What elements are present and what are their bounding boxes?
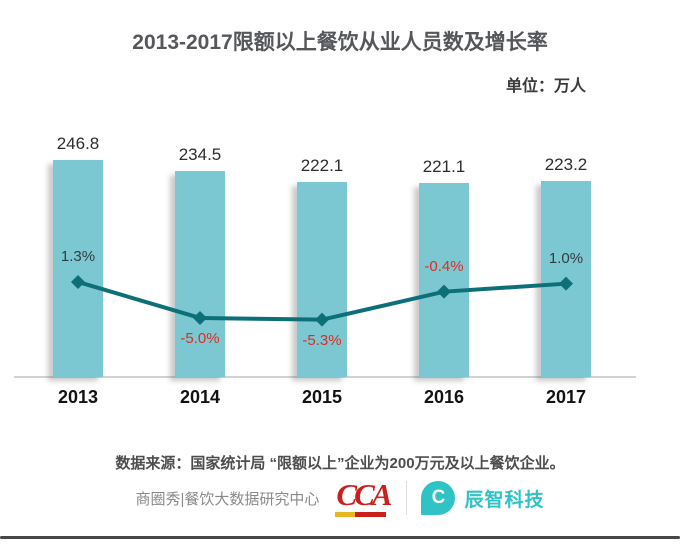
x-axis-label-2017: 2017 (545, 387, 587, 407)
x-axis-label-2015: 2015 (301, 387, 343, 407)
cca-logo-underline (335, 512, 387, 517)
bar-value-label-2015: 222.1 (300, 155, 344, 175)
bar-value-label-2017: 223.2 (544, 154, 588, 174)
growth-label-2015: -5.3% (302, 331, 342, 349)
bar-value-label-2013: 246.8 (56, 134, 100, 154)
cca-logo-text: CCA (336, 477, 392, 512)
chart-title: 2013-2017限额以上餐饮从业人员数及增长率 (132, 31, 548, 54)
growth-label-2017: 1.0% (548, 249, 584, 267)
x-axis-label-2014: 2014 (179, 387, 221, 407)
growth-label-2014: -5.0% (180, 329, 220, 347)
unit-label: 单位：万人 (505, 78, 586, 95)
chenzhi-brand-name: 辰智科技 (464, 489, 545, 511)
bar-2015 (297, 181, 347, 377)
bar-2016 (419, 182, 469, 377)
bar-2014 (175, 170, 225, 377)
x-axis-line (14, 376, 636, 378)
cca-logo: CCA (333, 479, 392, 517)
bottom-border-line (0, 536, 680, 539)
bar-value-label-2016: 221.1 (422, 156, 466, 176)
cca-underline-red-segment (354, 512, 387, 517)
x-axis-label-2016: 2016 (423, 387, 465, 407)
footer-brand-row: 商圈秀|餐饮大数据研究中心 CCA C 辰智科技 (0, 477, 680, 519)
bar-value-label-2014: 234.5 (178, 144, 222, 164)
data-source-note: 数据来源：国家统计局 “限额以上”企业为200万元及以上餐饮企业。 (115, 455, 565, 472)
cca-underline-gold-segment (335, 512, 355, 517)
chenzhi-logo-icon: C (421, 481, 456, 515)
bar-2013 (53, 160, 103, 377)
brand-center-label: 商圈秀|餐饮大数据研究中心 (135, 490, 320, 508)
footer-divider (406, 481, 408, 515)
growth-label-2016: -0.4% (424, 257, 464, 275)
bar-2017 (541, 180, 591, 377)
growth-label-2013: 1.3% (60, 247, 96, 265)
chenzhi-brand: C 辰智科技 (421, 481, 544, 515)
x-axis-label-2013: 2013 (57, 387, 99, 407)
chart-plot-area: 246.8 2013 1.3% 234.5 2014 -5.0% 222.1 2015 -5.3… (0, 130, 680, 420)
